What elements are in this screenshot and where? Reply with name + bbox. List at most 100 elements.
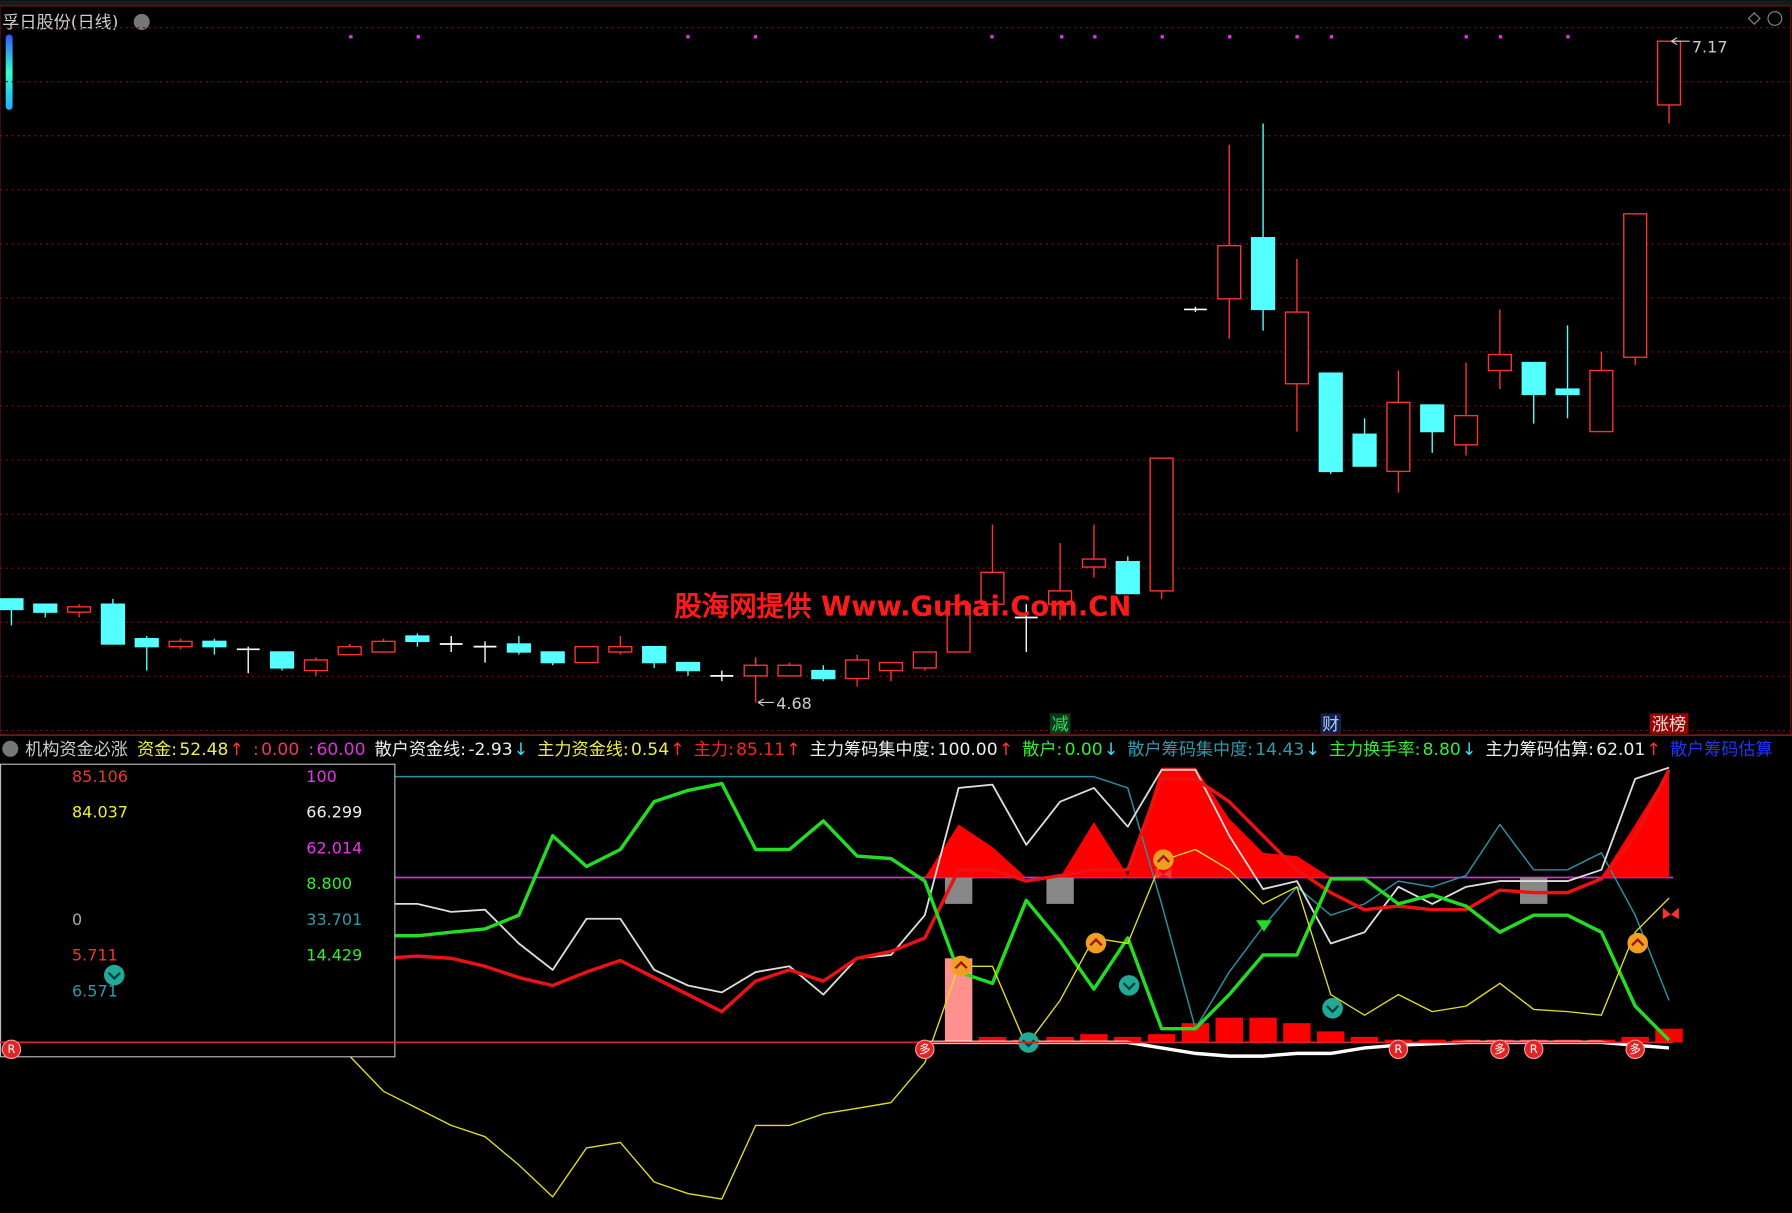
readout-value: 84.037 — [72, 803, 128, 822]
readout-value: 62.014 — [306, 838, 362, 857]
signal-dot — [416, 35, 420, 39]
candle-body — [33, 603, 58, 613]
diamond-icon[interactable] — [1747, 11, 1761, 26]
candle-body — [371, 640, 396, 653]
line — [383, 769, 1671, 1014]
legend-arrow: ↑ — [786, 740, 800, 760]
candle-body — [100, 603, 126, 645]
signal-dot — [1464, 35, 1468, 39]
legend-arrow: ↑ — [1646, 740, 1660, 760]
badge — [1625, 1039, 1645, 1060]
bar — [1283, 1023, 1311, 1043]
candle-body — [1555, 388, 1580, 396]
candle-body — [574, 645, 599, 664]
bar — [1080, 1034, 1108, 1043]
legend-name: 主力筹码估算: — [1485, 740, 1594, 760]
color-bar — [5, 34, 13, 110]
settings-icon[interactable] — [1767, 11, 1783, 26]
readout-icon — [104, 964, 125, 986]
readout-value: 5.711 — [72, 946, 118, 965]
readout-value: 14.429 — [306, 946, 362, 965]
candle-body — [269, 651, 295, 669]
candle-body — [168, 640, 193, 648]
candle-body — [1352, 433, 1377, 467]
readout-value: 8.800 — [306, 874, 352, 893]
candle-body — [845, 659, 870, 680]
bar — [978, 1036, 1007, 1043]
legend-value: -2.93 — [468, 740, 512, 760]
candle-body — [1487, 353, 1513, 372]
readout-value: 0 — [72, 910, 82, 929]
up-signal-icon — [1627, 932, 1648, 954]
down-triangle — [1256, 920, 1272, 932]
up-signal-chevron — [1089, 938, 1103, 947]
line — [383, 775, 1670, 1030]
badge-label: 多 — [919, 1042, 930, 1056]
legend-name: : — [253, 740, 259, 760]
readout-box — [0, 763, 396, 1058]
legend-name: 主力换手率: — [1329, 740, 1420, 760]
legend-name: 资金: — [137, 740, 177, 760]
candle-body — [946, 603, 971, 653]
legend-name: 散户: — [1022, 740, 1062, 760]
badge — [1490, 1039, 1510, 1060]
marker-label: 减 — [1052, 715, 1069, 735]
down-signal-chevron — [1122, 982, 1136, 991]
signal-dot — [1566, 35, 1570, 39]
bar — [1418, 1039, 1446, 1043]
candle-body — [540, 651, 565, 664]
legend-name: 主力筹码集中度: — [810, 740, 936, 760]
candle-body — [675, 661, 701, 672]
candle-body — [980, 571, 1005, 605]
chart-title: 孚日股份(日线) — [2, 13, 118, 33]
badge-label: 多 — [1629, 1042, 1640, 1056]
legend-arrow: ↓ — [1305, 740, 1319, 760]
candle-body — [202, 640, 227, 648]
signal-dot — [686, 35, 690, 39]
marker-label: 财 — [1322, 715, 1339, 735]
candle-body — [1656, 40, 1682, 106]
badge — [1, 1039, 22, 1060]
readout-value: 100 — [306, 767, 337, 786]
signal-dot — [1228, 35, 1232, 39]
area — [924, 767, 1670, 878]
indicator-legend: 机构资金必涨 资金: 52.48↑:0.00:60.00 散户资金线: -2.93↓ 主力… — [25, 740, 1773, 760]
candle-body — [1318, 372, 1343, 473]
legend-arrow: ↓ — [514, 740, 528, 760]
legend-name: 主力资金线: — [537, 740, 628, 760]
title-menu-icon[interactable] — [133, 13, 150, 30]
candle-body — [405, 635, 430, 643]
legend-name: 散户资金线: — [375, 740, 466, 760]
legend-value: 52.48 — [179, 740, 228, 760]
candle-body — [878, 661, 904, 672]
high-annotation: 7.17 — [1692, 38, 1728, 57]
line — [349, 848, 1670, 1200]
bar — [1046, 877, 1074, 904]
legend-name: 散户筹码集中度: — [1127, 740, 1253, 760]
legend-value: 0.54 — [631, 740, 669, 760]
badge-label: R — [7, 1042, 15, 1056]
candle-body — [1521, 361, 1546, 396]
candle-body — [811, 669, 836, 680]
badge-label: 多 — [1494, 1042, 1505, 1056]
bar — [1317, 1031, 1345, 1043]
butterfly-icon — [1662, 907, 1679, 920]
candle-body — [912, 651, 937, 669]
down-signal-chevron — [1326, 1005, 1340, 1014]
readout-icon-chevron — [107, 971, 121, 981]
marker-bg — [1649, 713, 1689, 734]
annotation-arrow — [1671, 37, 1690, 46]
indicator-menu-icon[interactable] — [2, 740, 19, 757]
candle-body — [743, 664, 768, 677]
signal-dot — [1498, 35, 1503, 39]
grid — [0, 27, 1790, 731]
bar — [1249, 1017, 1277, 1043]
legend-value: 62.01 — [1596, 740, 1645, 760]
legend-name: 散户筹码估算 — [1670, 740, 1773, 760]
legend-name: 主力: — [694, 740, 734, 760]
legend-arrow: ↑ — [230, 740, 244, 760]
up-signal-icon — [950, 955, 972, 977]
signal-dot — [1060, 35, 1064, 39]
candle-body — [1386, 401, 1411, 473]
